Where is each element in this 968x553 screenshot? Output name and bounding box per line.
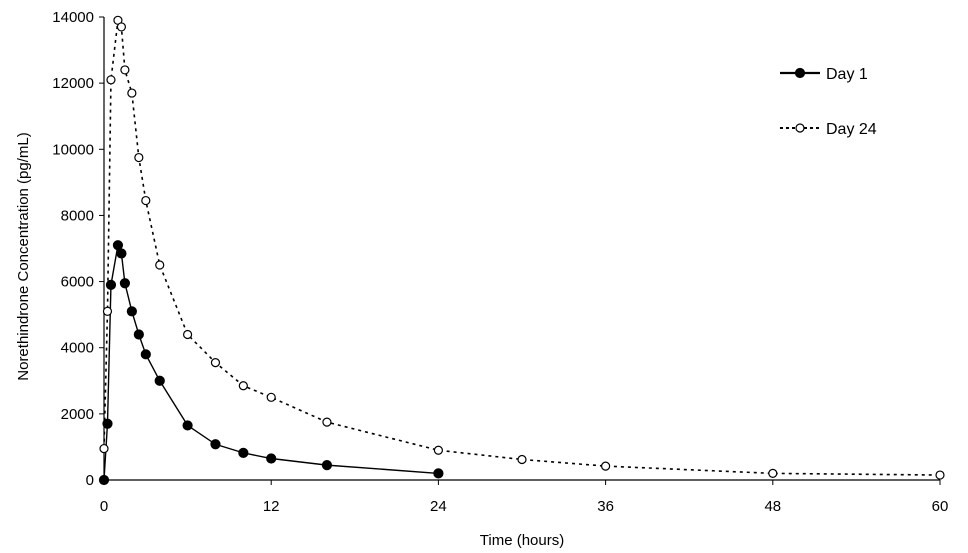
data-point bbox=[99, 443, 109, 454]
data-point bbox=[935, 470, 945, 480]
legend: Day 1 Day 24 bbox=[780, 66, 877, 138]
data-point bbox=[127, 88, 137, 98]
data-point bbox=[134, 152, 144, 163]
data-point bbox=[116, 22, 127, 32]
data-point bbox=[321, 460, 333, 471]
data-point bbox=[126, 306, 137, 317]
y-tick-label: 0 bbox=[86, 472, 94, 489]
y-tick-label: 2000 bbox=[61, 406, 94, 423]
data-point bbox=[154, 375, 165, 386]
data-point bbox=[433, 445, 443, 455]
legend-item: Day 24 bbox=[780, 121, 877, 138]
x-tick-label: 60 bbox=[932, 498, 949, 515]
y-axis-title: Norethindrone Concentration (pg/mL) bbox=[15, 132, 32, 380]
data-point bbox=[266, 453, 277, 464]
y-tick-label: 8000 bbox=[61, 207, 94, 224]
x-tick-label: 0 bbox=[100, 498, 108, 515]
data-point bbox=[116, 248, 127, 259]
data-point bbox=[182, 420, 193, 431]
x-axis-title: Time (hours) bbox=[480, 532, 564, 549]
data-point bbox=[133, 329, 144, 340]
data-point bbox=[183, 329, 193, 340]
data-point bbox=[210, 439, 221, 450]
data-point bbox=[322, 417, 332, 427]
data-point bbox=[112, 240, 124, 251]
series-layer bbox=[98, 15, 945, 486]
data-point bbox=[102, 306, 113, 316]
data-point bbox=[210, 357, 221, 368]
data-point bbox=[768, 468, 778, 478]
x-tick-label: 12 bbox=[263, 498, 280, 515]
data-point bbox=[119, 278, 131, 289]
series-line bbox=[103, 17, 941, 476]
data-point bbox=[433, 468, 444, 479]
axes bbox=[103, 17, 940, 481]
x-tick-label: 48 bbox=[764, 498, 781, 515]
data-point bbox=[106, 75, 116, 85]
x-ticks: 0 12 24 36 48 60 bbox=[100, 480, 949, 515]
data-point bbox=[155, 260, 165, 270]
series-line bbox=[103, 242, 439, 481]
data-point bbox=[120, 65, 130, 75]
legend-marker bbox=[795, 123, 805, 133]
data-point bbox=[141, 195, 151, 206]
y-tick-label: 6000 bbox=[61, 274, 94, 291]
y-ticks: 0 2000 4000 6000 8000 10000 12000 14000 bbox=[52, 9, 104, 489]
y-tick-label: 10000 bbox=[52, 141, 94, 158]
data-point bbox=[105, 279, 117, 290]
x-tick-label: 36 bbox=[597, 498, 614, 515]
y-tick-label: 4000 bbox=[61, 340, 94, 357]
data-point bbox=[238, 447, 249, 458]
data-point bbox=[140, 349, 151, 360]
series-day-1 bbox=[98, 240, 444, 486]
y-tick-label: 14000 bbox=[52, 9, 94, 26]
series-day-24 bbox=[99, 15, 945, 480]
data-point bbox=[517, 454, 527, 465]
data-point bbox=[98, 474, 110, 486]
data-point bbox=[266, 392, 276, 402]
y-tick-label: 12000 bbox=[52, 75, 94, 92]
legend-marker bbox=[794, 67, 806, 79]
data-point bbox=[238, 381, 248, 391]
data-point bbox=[600, 461, 611, 471]
legend-label: Day 24 bbox=[826, 121, 877, 138]
legend-item: Day 1 bbox=[780, 66, 868, 83]
legend-label: Day 1 bbox=[826, 66, 868, 83]
x-tick-label: 24 bbox=[430, 498, 447, 515]
